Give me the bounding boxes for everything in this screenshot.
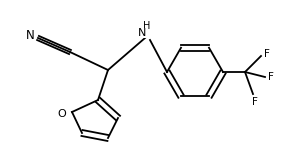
Text: H: H	[143, 21, 151, 31]
Text: O: O	[58, 109, 66, 119]
Text: F: F	[268, 72, 274, 82]
Text: N: N	[138, 28, 146, 38]
Text: N: N	[26, 28, 34, 41]
Text: F: F	[252, 97, 258, 107]
Text: F: F	[264, 49, 270, 59]
